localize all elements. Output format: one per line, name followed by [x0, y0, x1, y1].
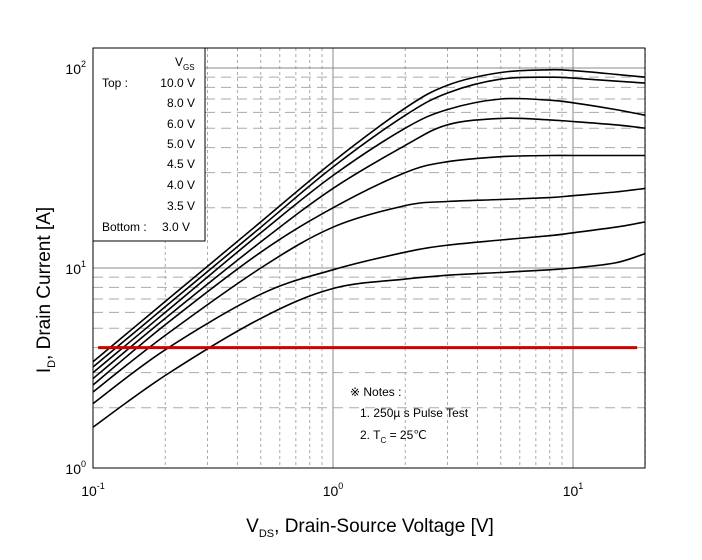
legend: VGS Top : Bottom : 10.0 V 8.0 V 6.0 V 5.…: [92, 47, 206, 242]
legend-entry: 8.0 V: [167, 96, 195, 110]
notes-line-2: 2. TC = 25℃: [360, 428, 427, 445]
legend-top-label: Top :: [102, 76, 128, 90]
legend-entry: 3.0 V: [162, 220, 190, 234]
x-tick-label: 10-1: [81, 481, 105, 499]
legend-entry: 4.5 V: [167, 157, 195, 171]
series-line-5: [92, 154, 646, 386]
x-axis-title: VDS, Drain-Source Voltage [V]: [246, 516, 494, 540]
legend-entry: 3.5 V: [167, 199, 195, 213]
notes: ※ Notes : 1. 250µ s Pulse Test 2. TC = 2…: [350, 385, 469, 445]
plot-frame: [92, 47, 646, 469]
series-line-8: [92, 252, 646, 428]
y-tick-label: 100: [65, 459, 86, 477]
series-line-6: [92, 187, 646, 393]
legend-bottom-label: Bottom :: [102, 220, 147, 234]
legend-entry: 10.0 V: [160, 76, 195, 90]
legend-header: VGS: [175, 55, 195, 72]
series-line-1: [92, 68, 646, 363]
y-tick-labels: 100 101 102: [65, 59, 86, 477]
y-tick-label: 101: [65, 259, 86, 277]
legend-entry: 4.0 V: [167, 178, 195, 192]
series-line-7: [92, 221, 646, 405]
notes-line-1: 1. 250µ s Pulse Test: [360, 406, 469, 420]
y-axis-title: ID, Drain Current [A]: [34, 207, 58, 373]
x-tick-label: 101: [563, 481, 584, 499]
legend-entry: 5.0 V: [167, 137, 195, 151]
series-line-3: [92, 97, 646, 374]
x-tick-labels: 10-1 100 101: [81, 481, 583, 499]
legend-entry: 6.0 V: [167, 117, 195, 131]
curves: [92, 68, 646, 428]
series-line-2: [92, 76, 646, 368]
y-tick-label: 102: [65, 59, 86, 77]
notes-heading: ※ Notes :: [350, 385, 401, 399]
legend-box: [92, 47, 206, 242]
x-tick-label: 100: [323, 481, 344, 499]
series-line-4: [92, 117, 646, 380]
